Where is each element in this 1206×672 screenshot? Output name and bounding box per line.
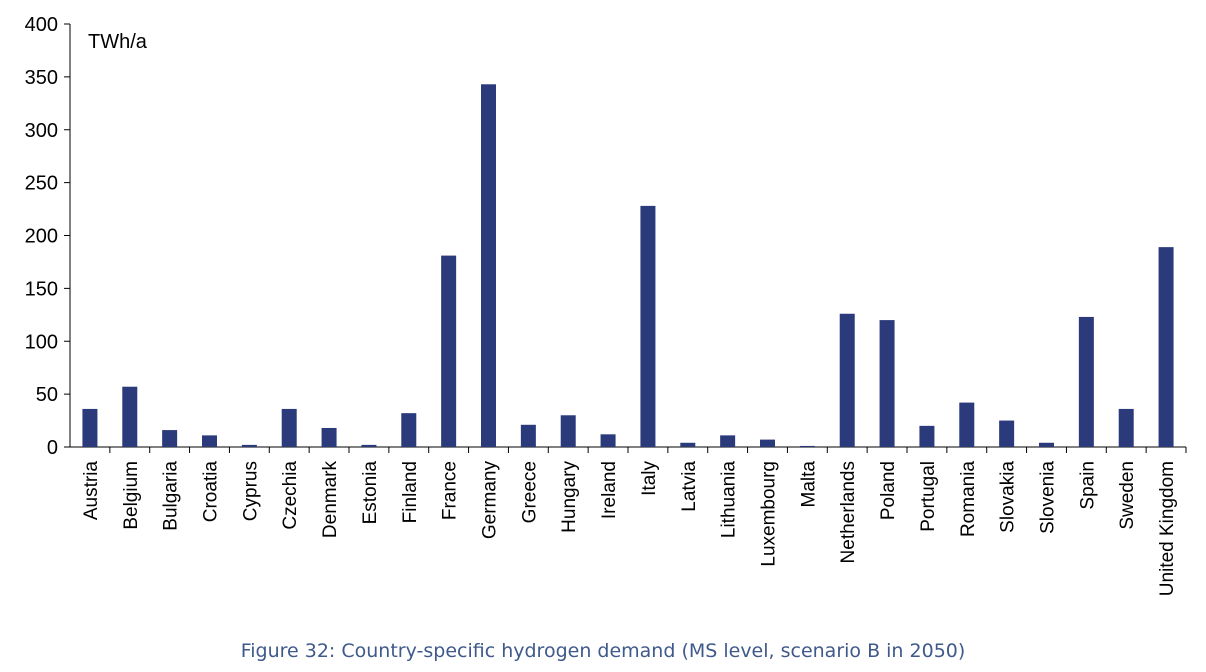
x-category-label: Estonia — [360, 461, 381, 525]
x-category-label: Bulgaria — [161, 461, 182, 531]
bar-lithuania — [720, 435, 736, 447]
y-tick-label: 100 — [25, 331, 58, 353]
bar-sweden — [1118, 408, 1134, 447]
bar-denmark — [321, 427, 337, 447]
bar-spain — [1078, 316, 1094, 447]
y-tick-label: 0 — [47, 437, 58, 459]
x-category-label: Slovenia — [1038, 461, 1059, 534]
bar-croatia — [202, 435, 217, 447]
y-tick-label: 50 — [36, 384, 58, 406]
bar-slovakia — [999, 420, 1015, 447]
bar-italy — [640, 205, 656, 447]
x-category-label: Finland — [400, 461, 421, 523]
bar-bulgaria — [162, 430, 178, 447]
x-category-label: Luxembourg — [759, 461, 780, 567]
x-category-label: Spain — [1077, 461, 1098, 510]
x-category-label: France — [440, 461, 461, 520]
x-category-label: Italy — [639, 461, 660, 496]
x-axis-labels: Austria Belgium Bulgaria Croatia Cyprus Czech… — [81, 461, 1178, 597]
bar-belgium — [122, 386, 138, 447]
x-category-label: Sweden — [1117, 461, 1138, 530]
bar-portugal — [919, 425, 935, 447]
y-tick-label: 250 — [25, 173, 58, 195]
y-tick-label: 350 — [25, 67, 58, 89]
y-tick-label: 150 — [25, 278, 58, 300]
bar-greece — [520, 424, 536, 447]
bar-ireland — [600, 434, 616, 447]
y-tick-label: 300 — [25, 120, 58, 142]
y-axis-unit-label: TWh/a — [88, 31, 148, 53]
bar-cyprus — [241, 444, 257, 447]
x-category-label: Portugal — [918, 461, 939, 532]
x-category-label: Cyprus — [240, 461, 261, 521]
x-category-label: Romania — [958, 461, 979, 537]
bar-united-kingdom — [1158, 247, 1174, 447]
bar-france — [441, 255, 457, 447]
bar-austria — [82, 408, 98, 447]
bar-malta — [799, 445, 815, 447]
bar-slovenia — [1039, 442, 1054, 447]
x-category-label: Hungary — [559, 461, 580, 533]
bar-netherlands — [839, 313, 855, 447]
x-category-label: Ireland — [599, 461, 620, 519]
y-tick-label: 400 — [25, 14, 58, 36]
x-category-label: Slovakia — [998, 461, 1019, 533]
bar-finland — [401, 413, 417, 447]
x-category-label: Belgium — [121, 461, 142, 530]
x-category-label: Poland — [878, 461, 899, 520]
x-category-label: Netherlands — [838, 461, 859, 563]
x-category-label: United Kingdom — [1157, 461, 1178, 596]
bar-romania — [959, 402, 975, 447]
y-axis: 0 50 100 150 200 250 300 350 400 — [25, 14, 1187, 459]
bar-czechia — [281, 408, 297, 447]
bar-latvia — [680, 442, 696, 447]
figure-caption: Figure 32: Country-specific hydrogen dem… — [240, 640, 966, 662]
x-category-label: Lithuania — [719, 461, 740, 539]
bar-germany — [481, 84, 496, 447]
x-category-label: Germany — [480, 461, 501, 540]
x-category-label: Austria — [81, 461, 102, 521]
bar-poland — [879, 320, 895, 447]
y-tick-label: 200 — [25, 226, 58, 248]
x-category-label: Latvia — [679, 461, 700, 512]
bar-luxembourg — [760, 439, 775, 447]
x-category-label: Greece — [519, 461, 540, 523]
x-category-label: Croatia — [201, 461, 222, 523]
bars — [82, 84, 1174, 447]
bar-hungary — [560, 415, 576, 447]
bar-estonia — [361, 444, 377, 447]
x-category-label: Czechia — [280, 461, 301, 530]
x-category-label: Denmark — [320, 461, 341, 539]
x-category-label: Malta — [798, 461, 819, 508]
